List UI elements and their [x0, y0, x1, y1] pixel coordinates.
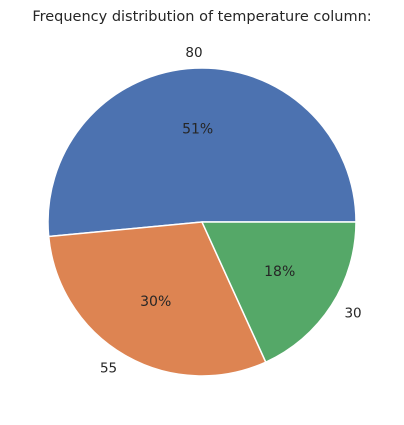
pie-slice-80	[47, 67, 357, 238]
pie-slice-55	[47, 221, 267, 377]
slice-label-80: 80	[185, 45, 202, 61]
slice-percent-30: 18%	[264, 264, 295, 280]
slice-percent-55: 30%	[140, 294, 171, 310]
pie-slices	[47, 67, 357, 377]
chart-title: Frequency distribution of temperature co…	[32, 9, 371, 25]
slice-percent-80: 51%	[182, 122, 213, 138]
pie-labels: 80 51% 55 30% 30 18%	[100, 45, 362, 377]
pie-slice-30	[201, 221, 357, 363]
slice-label-55: 55	[100, 361, 117, 377]
slice-label-30: 30	[344, 306, 361, 322]
